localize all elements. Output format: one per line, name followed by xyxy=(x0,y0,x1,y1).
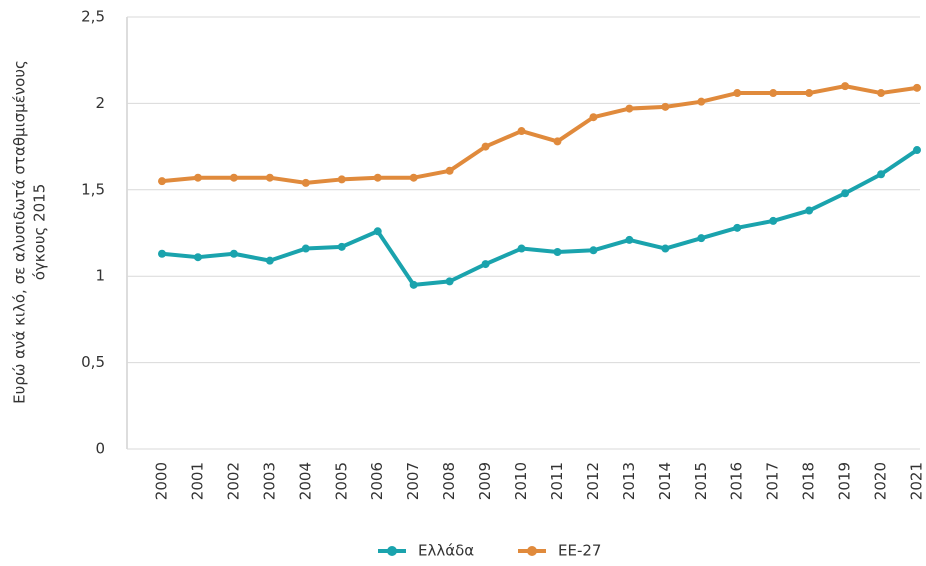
y-tick-label: 2,5 xyxy=(81,8,105,26)
series-line xyxy=(161,84,918,185)
x-tick-label: 2002 xyxy=(224,462,242,500)
data-point xyxy=(158,249,166,258)
y-tick-label: 1 xyxy=(95,267,105,285)
data-point xyxy=(337,242,346,251)
data-point xyxy=(733,89,742,98)
x-tick-label: 2011 xyxy=(548,462,566,500)
data-point xyxy=(409,173,418,182)
x-tick-label: 2013 xyxy=(620,462,638,500)
x-tick-label: 2001 xyxy=(188,462,206,500)
data-point xyxy=(337,175,346,184)
data-point xyxy=(265,256,274,265)
data-point xyxy=(373,227,382,236)
legend-label: ΕΕ-27 xyxy=(558,542,601,560)
data-point xyxy=(517,127,526,136)
data-point xyxy=(625,104,634,113)
y-axis-title-line: Ευρώ ανά κιλό, σε αλυσιδωτά σταθμισμένου… xyxy=(11,60,29,404)
data-point xyxy=(625,235,634,244)
data-point xyxy=(589,113,598,122)
data-point xyxy=(158,177,166,186)
data-point xyxy=(661,102,670,111)
legend-marker xyxy=(387,546,397,556)
data-point xyxy=(877,89,886,98)
data-point xyxy=(553,137,562,146)
y-tick-label: 0,5 xyxy=(81,353,105,371)
x-tick-label: 2005 xyxy=(332,462,350,500)
x-tick-label: 2016 xyxy=(728,462,746,500)
legend-item: ΕΕ-27 xyxy=(518,542,601,560)
x-tick-label: 2019 xyxy=(836,462,854,500)
data-point xyxy=(553,248,562,257)
data-point xyxy=(697,97,706,106)
series-line xyxy=(161,148,919,287)
data-point xyxy=(841,82,850,91)
data-point xyxy=(481,142,490,151)
x-tick-label: 2017 xyxy=(764,462,782,500)
legend-label: Ελλάδα xyxy=(418,542,474,560)
data-point xyxy=(301,244,310,253)
data-point xyxy=(697,234,706,243)
data-point xyxy=(409,280,418,289)
data-point xyxy=(229,173,238,182)
y-axis-title: Ευρώ ανά κιλό, σε αλυσιδωτά σταθμισμένου… xyxy=(11,60,49,404)
data-point xyxy=(481,260,490,269)
x-tick-label: 2000 xyxy=(153,462,171,500)
data-point xyxy=(769,89,778,98)
x-tick-label: 2007 xyxy=(404,462,422,500)
data-point xyxy=(517,244,526,253)
data-point xyxy=(373,173,382,182)
data-point xyxy=(913,83,921,92)
y-tick-label: 0 xyxy=(95,440,105,458)
y-tick-label: 1,5 xyxy=(81,180,105,198)
x-tick-label: 2012 xyxy=(584,462,602,500)
x-tick-label: 2004 xyxy=(296,462,314,500)
data-point xyxy=(229,249,238,258)
data-point xyxy=(733,223,742,232)
x-tick-label: 2015 xyxy=(692,462,710,500)
data-point xyxy=(445,166,454,175)
data-point xyxy=(193,253,202,262)
x-tick-label: 2003 xyxy=(260,462,278,500)
data-point xyxy=(301,178,310,187)
data-point xyxy=(841,189,850,198)
legend-marker xyxy=(527,546,537,556)
x-tick-label: 2010 xyxy=(512,462,530,500)
data-point xyxy=(193,173,202,182)
x-tick-label: 2008 xyxy=(440,462,458,500)
data-point xyxy=(265,173,274,182)
data-point xyxy=(589,246,598,255)
x-tick-label: 2009 xyxy=(476,462,494,500)
data-point xyxy=(805,89,814,98)
x-tick-label: 2018 xyxy=(800,462,818,500)
data-point xyxy=(805,206,814,215)
x-tick-label: 2021 xyxy=(908,462,926,500)
y-tick-label: 2 xyxy=(95,94,105,112)
data-point xyxy=(445,277,454,286)
data-point xyxy=(769,216,778,225)
legend-item: Ελλάδα xyxy=(378,542,474,560)
x-tick-label: 2014 xyxy=(656,462,674,500)
data-point xyxy=(877,170,886,179)
y-axis-title-line: όγκους 2015 xyxy=(31,184,49,281)
x-tick-label: 2006 xyxy=(368,462,386,500)
x-tick-label: 2020 xyxy=(872,462,890,500)
data-point xyxy=(661,244,670,253)
data-point xyxy=(913,146,921,155)
